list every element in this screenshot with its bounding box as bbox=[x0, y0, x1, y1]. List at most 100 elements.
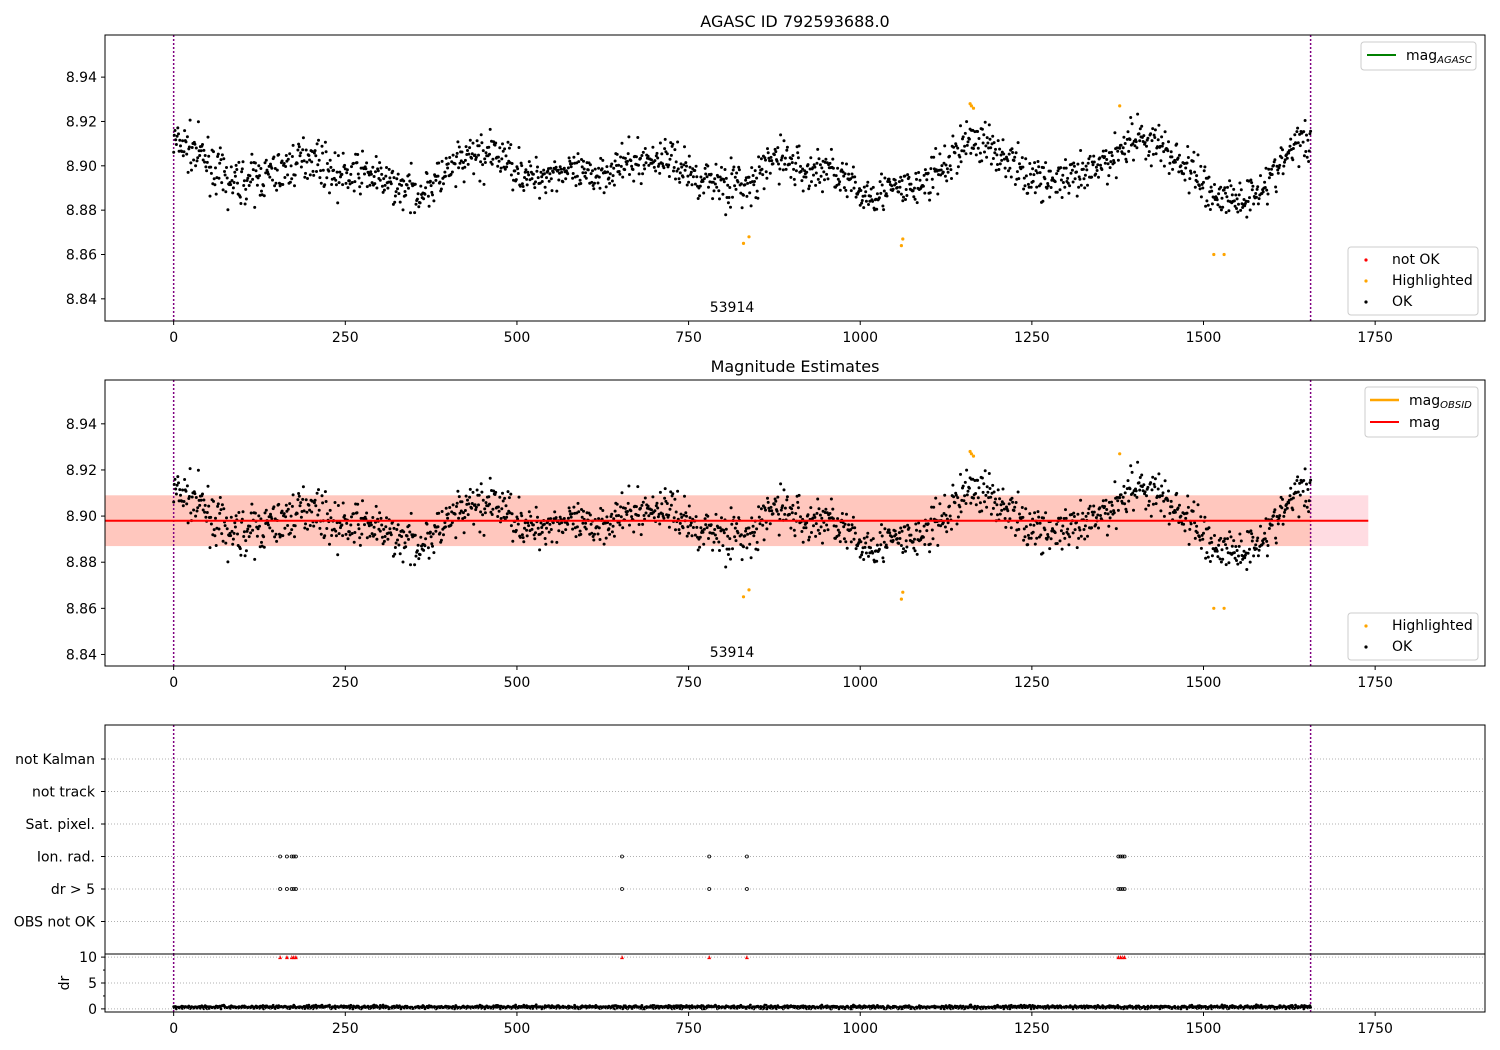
estimates-ok-point bbox=[921, 535, 925, 539]
estimates-ok-point bbox=[270, 517, 274, 521]
estimates-ok-point bbox=[1193, 536, 1197, 540]
agasc-ok-point bbox=[230, 179, 234, 182]
agasc-ok-point bbox=[693, 169, 697, 172]
agasc-ok-point bbox=[511, 188, 515, 192]
agasc-ok-point bbox=[877, 196, 881, 200]
agasc-ok-point bbox=[867, 203, 870, 206]
agasc-ok-point bbox=[799, 164, 802, 168]
estimates-ok-point bbox=[525, 528, 529, 532]
agasc-ok-point bbox=[401, 208, 405, 212]
estimates-ok-point bbox=[677, 528, 681, 532]
agasc-ok-point bbox=[1116, 158, 1120, 162]
estimates-ok-point bbox=[242, 530, 246, 534]
estimates-ok-point bbox=[1055, 522, 1059, 526]
estimates-ok-point bbox=[566, 522, 570, 526]
estimates-ok-point bbox=[209, 515, 213, 519]
agasc-ok-point bbox=[1064, 158, 1067, 162]
agasc-ok-point bbox=[310, 150, 314, 153]
dr-point bbox=[219, 1007, 223, 1011]
estimates-ok-point bbox=[218, 496, 222, 499]
agasc-ok-point bbox=[661, 162, 664, 166]
agasc-ok-point bbox=[534, 180, 537, 184]
estimates-ok-point bbox=[918, 529, 922, 533]
estimates-ok-point bbox=[732, 515, 736, 519]
estimates-ok-point bbox=[823, 529, 826, 533]
estimates-ok-point bbox=[725, 547, 729, 551]
estimates-ok-point bbox=[1235, 559, 1238, 562]
agasc-ok-point bbox=[427, 204, 431, 208]
agasc-ok-point bbox=[374, 155, 378, 158]
agasc-ok-point bbox=[922, 173, 926, 177]
agasc-ok-point bbox=[501, 142, 504, 146]
estimates-ok-point bbox=[813, 515, 817, 519]
agasc-ok-point bbox=[334, 178, 338, 182]
agasc-ok-point bbox=[213, 183, 217, 187]
estimates-ok-point bbox=[392, 526, 396, 530]
agasc-ok-point bbox=[1239, 188, 1243, 192]
agasc-ok-point bbox=[274, 181, 278, 185]
agasc-ok-point bbox=[943, 144, 947, 148]
agasc-ok-point bbox=[1129, 116, 1133, 119]
agasc-ok-point bbox=[392, 176, 396, 180]
estimates-ok-point bbox=[1135, 495, 1139, 499]
agasc-ok-point bbox=[554, 165, 558, 169]
estimates-ok-point bbox=[468, 495, 472, 499]
estimates-ok-point bbox=[1067, 543, 1071, 547]
agasc-ok-point bbox=[419, 184, 423, 188]
agasc-ok-point bbox=[229, 165, 233, 169]
flag-marker bbox=[707, 887, 712, 891]
agasc-ok-point bbox=[1199, 195, 1203, 199]
agasc-ok-point bbox=[1213, 183, 1216, 186]
agasc-ok-point bbox=[658, 141, 662, 145]
agasc-y-tick-label: 8.92 bbox=[66, 114, 97, 130]
estimates-ok-point bbox=[474, 508, 478, 512]
estimates-ok-point bbox=[574, 535, 578, 539]
estimates-ok-point bbox=[917, 521, 921, 525]
estimates-ok-point bbox=[836, 528, 840, 532]
agasc-ok-point bbox=[589, 172, 593, 176]
estimates-ok-point bbox=[315, 491, 319, 495]
agasc-ok-point bbox=[244, 187, 248, 191]
estimates-ok-point bbox=[658, 522, 662, 526]
agasc-ok-point bbox=[1249, 178, 1253, 182]
estimates-ok-point bbox=[954, 493, 958, 497]
agasc-ok-point bbox=[304, 171, 307, 175]
agasc-ok-point bbox=[319, 181, 323, 185]
agasc-ok-point bbox=[1090, 175, 1094, 179]
estimates-ok-point bbox=[1254, 543, 1258, 547]
agasc-ok-point bbox=[198, 154, 202, 157]
estimates-ok-point bbox=[189, 511, 193, 515]
agasc-ok-point bbox=[831, 157, 835, 161]
estimates-ok-point bbox=[685, 514, 688, 518]
estimates-ok-point bbox=[310, 499, 314, 503]
agasc-ok-point bbox=[203, 160, 207, 164]
agasc-ok-point bbox=[988, 137, 992, 141]
estimates-ok-point bbox=[242, 535, 246, 538]
agasc-ok-point bbox=[481, 163, 485, 167]
estimates-ok-point bbox=[607, 527, 611, 531]
agasc-ok-point bbox=[981, 141, 985, 145]
agasc-ok-point bbox=[695, 175, 699, 179]
estimates-ok-point bbox=[1028, 512, 1032, 516]
estimates-ok-point bbox=[698, 545, 702, 549]
estimates-ok-point bbox=[1220, 548, 1224, 552]
estimates-ok-point bbox=[352, 540, 356, 544]
estimates-ok-point bbox=[663, 496, 667, 500]
estimates-ok-point bbox=[881, 556, 885, 560]
dr-point bbox=[1029, 1007, 1033, 1011]
agasc-ok-point bbox=[1022, 187, 1026, 191]
estimates-ok-point bbox=[312, 524, 316, 528]
agasc-ok-point bbox=[821, 190, 824, 194]
agasc-ok-point bbox=[996, 139, 1000, 143]
estimates-ok-point bbox=[1197, 535, 1201, 539]
agasc-ok-point bbox=[865, 184, 869, 188]
agasc-ok-point bbox=[814, 171, 818, 175]
agasc-ok-point bbox=[976, 130, 980, 133]
agasc-ok-point bbox=[1197, 184, 1201, 188]
agasc-ok-point bbox=[1143, 141, 1147, 145]
estimates-ok-point bbox=[1011, 500, 1015, 504]
agasc-ok-point bbox=[1162, 164, 1166, 168]
estimates-ok-point bbox=[396, 538, 399, 542]
agasc-ok-point bbox=[956, 146, 960, 150]
agasc-ok-point bbox=[652, 165, 656, 169]
